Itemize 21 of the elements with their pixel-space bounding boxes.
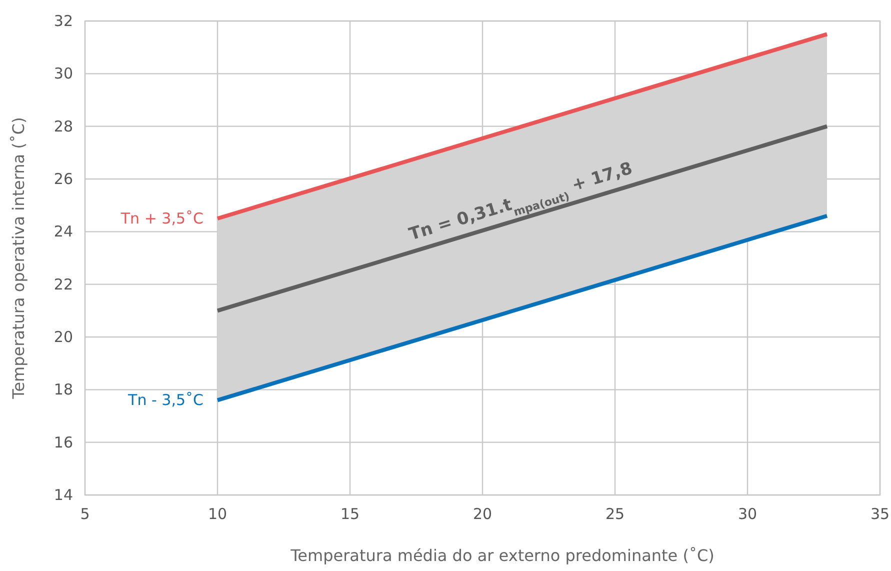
y-tick-label: 26 bbox=[54, 170, 73, 188]
x-tick-label: 35 bbox=[870, 505, 890, 523]
x-tick-label: 20 bbox=[472, 505, 492, 523]
y-tick-label: 14 bbox=[54, 486, 73, 504]
y-tick-label: 30 bbox=[54, 64, 73, 83]
y-tick-label: 22 bbox=[54, 275, 73, 294]
x-tick-label: 5 bbox=[80, 505, 90, 523]
x-tick-label: 10 bbox=[208, 505, 228, 523]
y-tick-label: 18 bbox=[54, 380, 73, 399]
series-label: Tn - 3,5˚C bbox=[127, 391, 204, 410]
y-tick-label: 24 bbox=[54, 222, 73, 241]
y-tick-label: 16 bbox=[54, 433, 73, 452]
x-tick-label: 30 bbox=[738, 505, 758, 523]
y-tick-label: 28 bbox=[54, 117, 73, 136]
y-tick-label: 32 bbox=[54, 12, 73, 30]
y-tick-label: 20 bbox=[54, 328, 73, 346]
y-axis-title: Temperatura operativa interna (˚C) bbox=[9, 117, 28, 400]
series-label: Tn + 3,5˚C bbox=[120, 210, 204, 228]
x-tick-label: 25 bbox=[605, 505, 625, 523]
x-axis-title: Temperatura média do ar externo predominante (˚C) bbox=[290, 546, 714, 565]
x-tick-label: 15 bbox=[340, 505, 360, 523]
